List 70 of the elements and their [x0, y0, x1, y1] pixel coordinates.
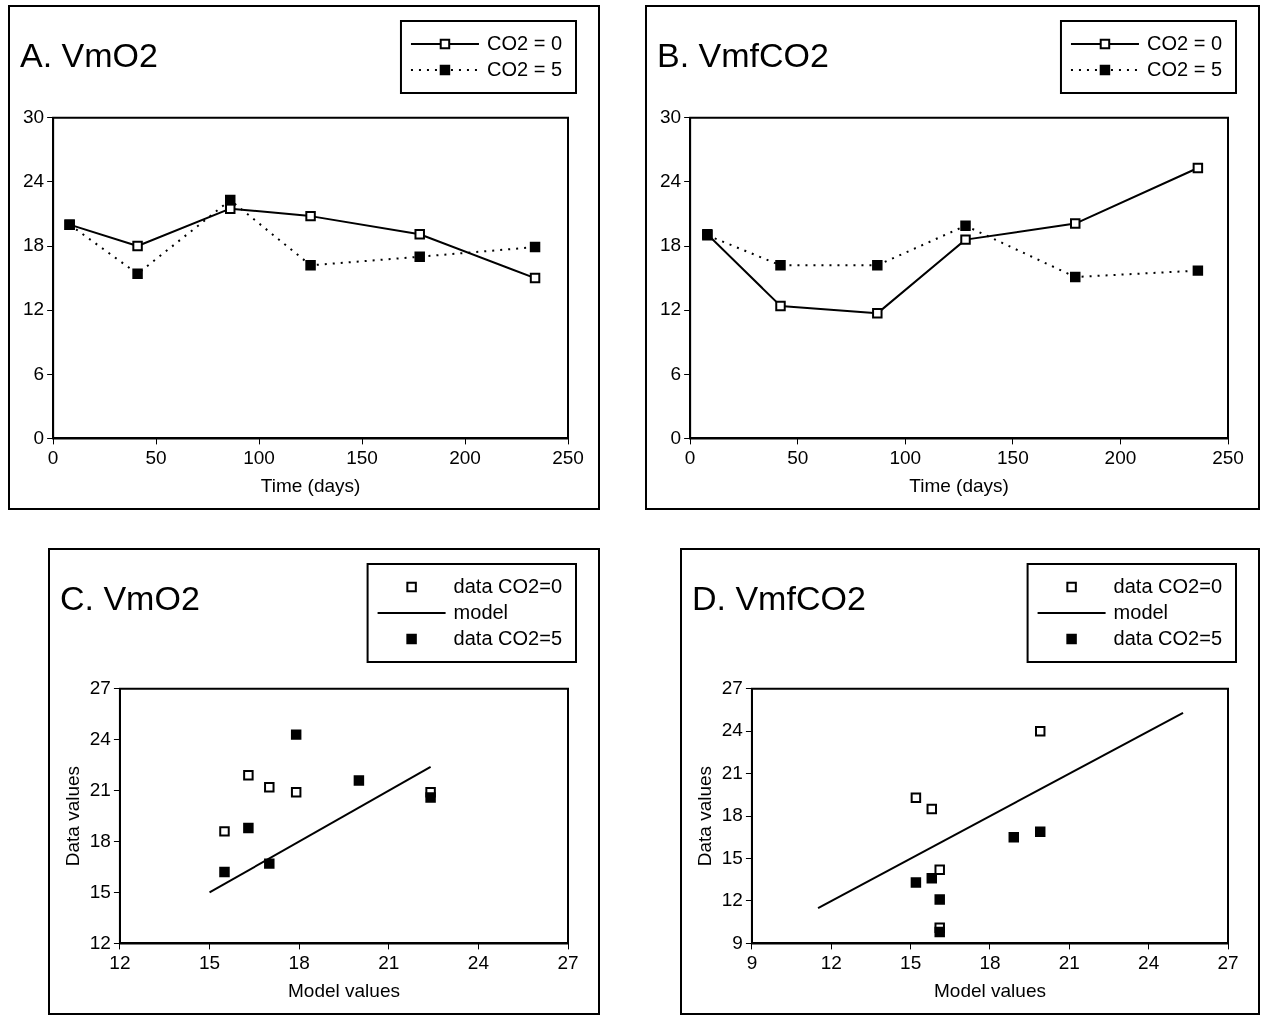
- legend-label: CO2 = 5: [1146, 57, 1223, 80]
- x-tick-label: 50: [787, 447, 809, 469]
- legend-label: data CO2=0: [1113, 574, 1223, 597]
- x-tick-label: 50: [145, 447, 167, 469]
- y-tick-label: 6: [33, 362, 45, 384]
- x-tick-label: 18: [979, 952, 1001, 974]
- x-tick-label: 27: [557, 952, 579, 974]
- x-tick-label: 250: [1212, 447, 1244, 469]
- x-tick-label: 250: [552, 447, 584, 469]
- legend-label: model: [453, 600, 509, 623]
- y-tick-label: 24: [22, 170, 45, 192]
- legend-label: CO2 = 0: [486, 31, 563, 54]
- chart-title: D. VmfCO2: [692, 578, 866, 617]
- x-tick-label: 24: [467, 952, 490, 974]
- y-tick-label: 15: [721, 846, 743, 868]
- legend-label: CO2 = 0: [1146, 31, 1223, 54]
- x-tick-label: 21: [378, 952, 400, 974]
- y-tick-label: 12: [89, 931, 111, 953]
- x-tick-label: 100: [243, 447, 275, 469]
- x-axis-title: Model values: [933, 979, 1046, 1001]
- x-tick-label: 200: [1104, 447, 1137, 469]
- x-tick-label: 15: [198, 952, 221, 974]
- x-tick-label: 21: [1058, 952, 1080, 974]
- x-tick-label: 27: [1217, 952, 1239, 974]
- x-tick-label: 150: [346, 447, 378, 469]
- legend-label: CO2 = 5: [486, 57, 563, 80]
- y-tick-label: 12: [659, 298, 682, 320]
- x-axis-title: Time (days): [260, 474, 361, 496]
- y-tick-label: 30: [659, 106, 682, 128]
- y-tick-label: 6: [670, 362, 682, 384]
- legend-label: data CO2=5: [1113, 626, 1223, 649]
- x-tick-label: 12: [820, 952, 842, 974]
- y-tick-label: 24: [89, 727, 112, 749]
- x-tick-label: 0: [47, 447, 59, 469]
- x-axis-title: Model values: [287, 979, 400, 1001]
- x-tick-label: 0: [684, 447, 696, 469]
- chart-title: A. VmO2: [20, 35, 158, 74]
- y-axis-title: Data values: [61, 765, 83, 867]
- x-axis-title: Time (days): [909, 474, 1009, 496]
- legend-label: model: [1113, 600, 1169, 623]
- y-tick-label: 18: [22, 234, 45, 256]
- legend-label: data CO2=5: [453, 626, 563, 649]
- y-tick-label: 27: [721, 677, 743, 699]
- chart-title: B. VmfCO2: [657, 35, 829, 74]
- y-tick-label: 27: [89, 677, 111, 699]
- x-tick-label: 18: [288, 952, 310, 974]
- y-tick-label: 18: [89, 829, 111, 851]
- y-tick-label: 9: [732, 931, 743, 953]
- y-axis-title: Data values: [693, 765, 715, 867]
- x-tick-label: 12: [109, 952, 131, 974]
- y-tick-label: 15: [89, 880, 111, 902]
- y-tick-label: 0: [670, 426, 682, 448]
- x-tick-label: 150: [997, 447, 1029, 469]
- y-tick-label: 24: [721, 719, 744, 741]
- y-tick-label: 24: [659, 170, 682, 192]
- y-tick-label: 18: [659, 234, 682, 256]
- y-tick-label: 30: [22, 106, 45, 128]
- y-tick-label: 21: [89, 778, 111, 800]
- x-tick-label: 9: [746, 952, 758, 974]
- x-tick-label: 15: [900, 952, 922, 974]
- chart-title: C. VmO2: [60, 578, 200, 617]
- x-tick-label: 24: [1138, 952, 1160, 974]
- x-tick-label: 200: [449, 447, 481, 469]
- y-tick-label: 0: [33, 426, 45, 448]
- y-tick-label: 18: [721, 804, 743, 826]
- y-tick-label: 12: [22, 298, 45, 320]
- legend-label: data CO2=0: [453, 574, 563, 597]
- y-tick-label: 12: [721, 889, 743, 911]
- y-tick-label: 21: [721, 761, 743, 783]
- x-tick-label: 100: [889, 447, 922, 469]
